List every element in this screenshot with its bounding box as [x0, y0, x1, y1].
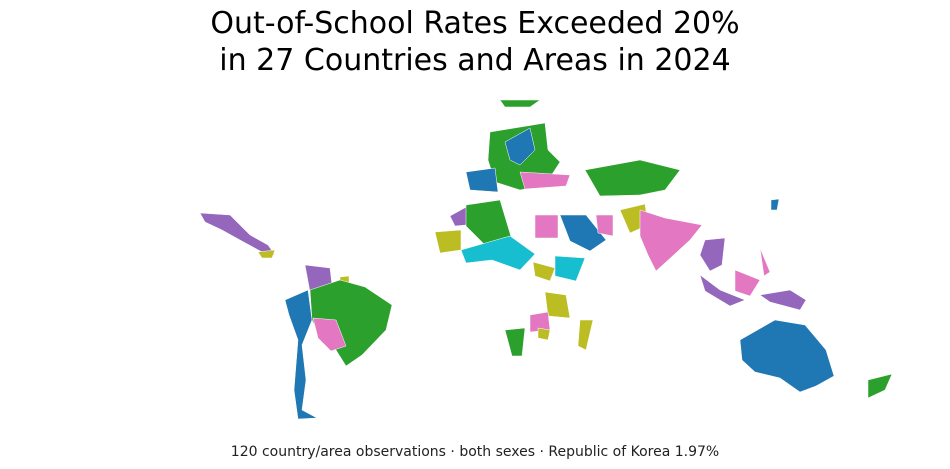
- country: [559, 214, 607, 252]
- country: [434, 229, 462, 254]
- country: [734, 269, 761, 297]
- country: [199, 212, 276, 256]
- country: [465, 167, 499, 193]
- country: [519, 171, 571, 190]
- country: [554, 255, 586, 282]
- country: [504, 127, 536, 166]
- country: [699, 237, 726, 272]
- subtitle: 120 country/area observations · both sex…: [231, 444, 719, 460]
- country: [504, 327, 526, 357]
- country: [312, 317, 347, 352]
- country: [867, 373, 893, 399]
- country: [544, 291, 571, 319]
- country: [759, 247, 771, 277]
- country: [499, 99, 541, 108]
- country: [584, 159, 681, 197]
- countries: [199, 99, 893, 420]
- country: [257, 249, 276, 259]
- country: [537, 327, 551, 341]
- country: [739, 319, 835, 393]
- country: [577, 319, 594, 351]
- title-line: Out-of-School Rates Exceeded 20%: [210, 6, 739, 41]
- country: [284, 289, 318, 420]
- title-line: in 27 Countries and Areas in 2024: [219, 43, 730, 78]
- country: [639, 209, 703, 272]
- country: [759, 289, 807, 311]
- country: [595, 214, 614, 237]
- country: [534, 214, 559, 239]
- country: [532, 261, 556, 282]
- country: [770, 198, 780, 211]
- country: [460, 235, 536, 271]
- country: [699, 274, 746, 307]
